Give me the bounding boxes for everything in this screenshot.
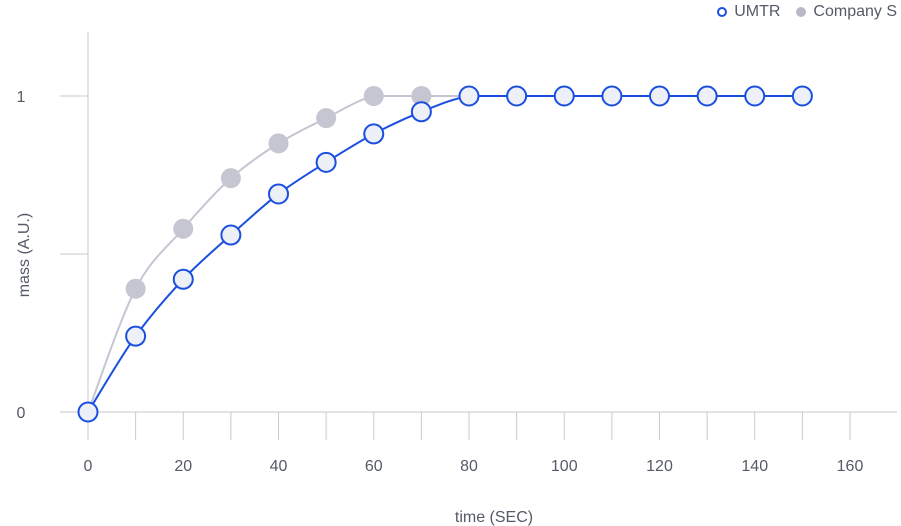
legend-label-company-s: Company S — [813, 3, 897, 20]
company-s-point[interactable] — [411, 86, 432, 106]
umtr-point[interactable] — [649, 85, 670, 107]
umtr-point[interactable] — [791, 85, 813, 107]
umtr-point[interactable] — [696, 85, 718, 107]
x-tick-label: 60 — [365, 458, 383, 475]
umtr-point[interactable] — [77, 401, 99, 423]
company-s-point[interactable] — [268, 133, 289, 154]
umtr-point[interactable] — [125, 325, 147, 347]
legend-label-umtr: UMTR — [734, 3, 781, 20]
umtr-point[interactable] — [506, 85, 528, 107]
umtr-point[interactable] — [601, 85, 623, 107]
umtr-point[interactable] — [268, 183, 289, 205]
x-axis-label: time (SEC) — [455, 509, 533, 526]
y-tick-label: 1 — [17, 89, 26, 106]
legend-item-umtr[interactable]: UMTR — [717, 3, 780, 21]
company-s-point[interactable] — [316, 108, 337, 129]
x-tick-label: 140 — [741, 458, 768, 475]
legend-item-company-s[interactable]: Company S — [796, 3, 897, 21]
x-tick-label: 80 — [460, 458, 478, 475]
umtr-point[interactable] — [744, 85, 766, 107]
x-tick-label: 20 — [174, 458, 192, 475]
x-tick-label: 160 — [837, 458, 864, 475]
umtr-point[interactable] — [410, 101, 432, 123]
x-tick-label: 40 — [270, 458, 288, 475]
company-s-point[interactable] — [173, 218, 194, 239]
x-tick-label: 0 — [84, 458, 93, 475]
umtr-point[interactable] — [172, 268, 194, 290]
company-s-point[interactable] — [363, 86, 384, 106]
umtr-point[interactable] — [363, 123, 385, 145]
umtr-point[interactable] — [458, 85, 480, 107]
y-axis-label: mass (A.U.) — [16, 213, 33, 297]
legend: UMTR Company S — [717, 3, 897, 21]
company-s-point[interactable] — [125, 278, 146, 299]
umtr-point[interactable] — [553, 85, 575, 107]
y-tick-label: 0 — [17, 405, 26, 422]
company-s-marker-icon — [796, 7, 807, 17]
umtr-marker-icon — [717, 7, 728, 17]
company-s-point[interactable] — [220, 168, 241, 189]
x-tick-label: 120 — [646, 458, 673, 475]
umtr-point[interactable] — [220, 224, 242, 246]
umtr-line — [87, 94, 803, 413]
umtr-point[interactable] — [315, 151, 337, 173]
company-s-line — [87, 94, 803, 413]
x-tick-label: 100 — [551, 458, 578, 475]
